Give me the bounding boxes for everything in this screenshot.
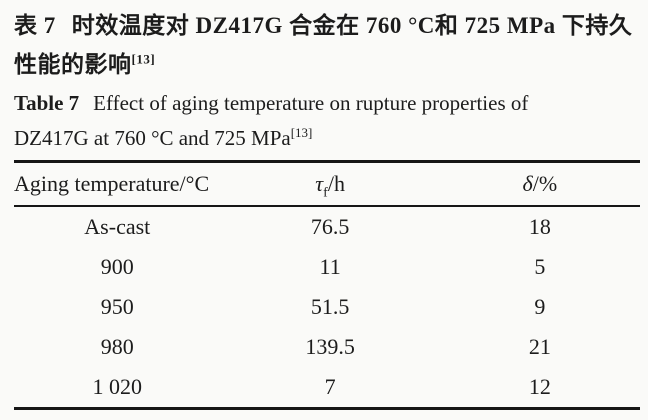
rupture-properties-table: Aging temperature/°C τf/h δ/% As-cast 76… [14, 160, 640, 410]
cell-aging-temperature: 950 [100, 294, 134, 319]
cell-elongation: 9 [534, 294, 546, 319]
table-row: As-cast 76.5 18 [14, 206, 640, 247]
table-row: 980 139.5 21 [14, 327, 640, 367]
cell-elongation: 5 [534, 254, 546, 279]
header-aging-temperature-label: Aging temperature/°C [14, 171, 210, 196]
caption-chinese-line2: 性能的影响 [14, 52, 132, 77]
header-cell-rupture-life: τf/h [220, 161, 440, 207]
header-row: Aging temperature/°C τf/h δ/% [14, 161, 640, 207]
delta-unit: /% [532, 171, 558, 196]
delta-symbol: δ [522, 171, 533, 196]
cell-elongation: 18 [528, 214, 551, 239]
cell-elongation: 12 [528, 374, 551, 399]
caption-chinese: 表 7 时效温度对 DZ417G 合金在 760 °C和 725 MPa 下持久 … [14, 6, 640, 84]
caption-english: Table 7 Effect of aging temperature on ru… [14, 86, 640, 156]
caption-chinese-reference: [13] [131, 51, 156, 67]
caption-chinese-line1: 时效温度对 DZ417G 合金在 760 °C和 725 MPa 下持久 [71, 13, 633, 38]
cell-rupture-life: 11 [319, 254, 341, 279]
caption-chinese-label: 表 7 [14, 13, 56, 38]
header-cell-elongation: δ/% [439, 161, 640, 207]
tau-unit: /h [327, 171, 345, 196]
table-row: 900 11 5 [14, 247, 640, 287]
tau-subscript: f [323, 185, 328, 201]
cell-aging-temperature: 1 020 [92, 374, 143, 399]
caption-english-reference: [13] [290, 125, 313, 140]
cell-aging-temperature: 900 [100, 254, 134, 279]
caption-english-line1: Effect of aging temperature on rupture p… [93, 91, 529, 115]
header-cell-aging-temperature: Aging temperature/°C [14, 161, 221, 207]
table-row: 1 020 7 12 [14, 367, 640, 409]
cell-rupture-life: 139.5 [305, 334, 355, 359]
cell-rupture-life: 51.5 [310, 294, 350, 319]
caption-english-label: Table 7 [14, 91, 80, 115]
cell-aging-temperature: As-cast [84, 214, 151, 239]
table-row: 950 51.5 9 [14, 287, 640, 327]
table-header: Aging temperature/°C τf/h δ/% [14, 161, 640, 207]
tau-symbol: τ [315, 171, 324, 196]
cell-aging-temperature: 980 [100, 334, 134, 359]
cell-rupture-life: 76.5 [310, 214, 350, 239]
table-body: As-cast 76.5 18 900 11 5 950 51.5 9 980 … [14, 206, 640, 409]
cell-rupture-life: 7 [324, 374, 336, 399]
caption-english-line2: DZ417G at 760 °C and 725 MPa [14, 126, 291, 150]
cell-elongation: 21 [528, 334, 551, 359]
